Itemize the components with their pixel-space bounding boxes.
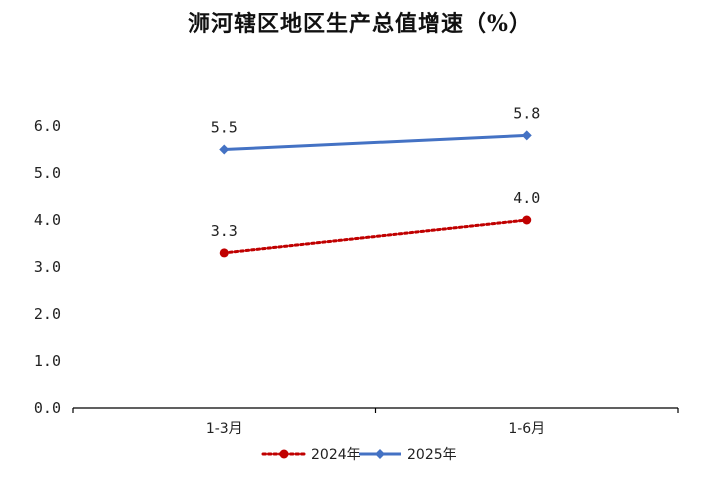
- chart-title: 浉河辖区地区生产总值增速（%）: [188, 11, 532, 37]
- y-tick-label: 4.0: [34, 211, 61, 229]
- data-label: 4.0: [513, 189, 540, 207]
- legend-marker: [279, 449, 289, 459]
- data-label: 3.3: [211, 222, 238, 240]
- y-tick-label: 1.0: [34, 352, 61, 370]
- data-point: [522, 215, 532, 225]
- legend-marker: [375, 449, 385, 459]
- legend-label: 2025年: [407, 447, 457, 463]
- data-point: [219, 144, 230, 155]
- legend-label: 2024年: [311, 447, 361, 463]
- x-tick-label: 1-3月: [206, 421, 243, 437]
- label-layer: 3.3 4.0 5.5 5.8: [211, 104, 541, 240]
- x-tick-label: 1-6月: [508, 421, 545, 437]
- y-tick-label: 2.0: [34, 305, 61, 323]
- data-point: [521, 130, 532, 141]
- data-point: [219, 248, 229, 258]
- y-tick-label: 6.0: [34, 117, 61, 135]
- y-tick-label: 3.0: [34, 258, 61, 276]
- series-line-2025年: [224, 133, 527, 151]
- series-line-2024年: [222, 218, 529, 255]
- y-tick-label: 0.0: [34, 399, 61, 417]
- axis-layer: 0.0 1.0 2.0 3.0 4.0 5.0 6.0 1-3月 1-6月: [34, 117, 679, 437]
- y-tick-label: 5.0: [34, 164, 61, 182]
- data-label: 5.5: [211, 119, 238, 137]
- series-layer: [219, 130, 532, 258]
- legend: 2024年 2025年: [261, 447, 457, 463]
- data-label: 5.8: [513, 104, 540, 122]
